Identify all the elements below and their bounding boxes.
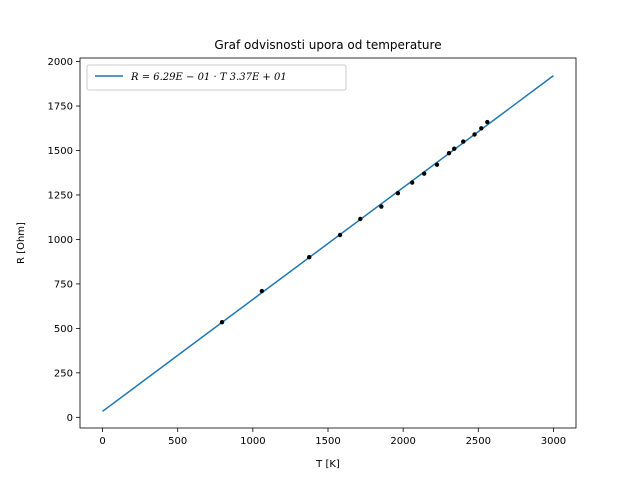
x-axis: 0 500 1000 1500 2000 2500 3000 [99, 428, 566, 447]
y-tick-label: 1250 [48, 190, 73, 201]
x-axis-label: T [K] [315, 459, 340, 470]
x-tick-label: 3000 [541, 436, 566, 447]
y-tick-label: 1750 [48, 102, 73, 113]
chart-title: Graf odvisnosti upora od temperature [214, 38, 441, 52]
data-point [434, 162, 440, 167]
data-point [479, 126, 484, 131]
data-point [409, 180, 415, 185]
legend-frame [86, 64, 347, 91]
data-point [337, 232, 343, 238]
data-point [307, 255, 312, 260]
y-tick-label: 250 [54, 368, 73, 379]
y-tick-label: 500 [54, 324, 73, 335]
data-point [485, 119, 490, 125]
data-point [461, 139, 466, 144]
y-tick-label: 750 [54, 279, 73, 290]
data-point [421, 171, 427, 176]
y-tick-label: 1500 [48, 146, 73, 157]
y-tick-label: 1000 [48, 235, 73, 246]
data-point [452, 146, 457, 151]
x-tick-label: 2000 [390, 436, 415, 447]
data-point [379, 204, 384, 209]
x-tick-label: 2500 [466, 436, 491, 447]
x-tick-label: 1500 [315, 436, 340, 447]
plot-area [102, 75, 554, 412]
y-tick-label: 0 [67, 413, 73, 424]
data-point [395, 190, 401, 196]
legend: R = 6.29E − 01 · T 3.37E + 01 [86, 64, 347, 91]
x-tick-label: 500 [168, 436, 187, 447]
data-point [446, 150, 452, 156]
x-tick-label: 0 [99, 436, 105, 447]
legend-label: R = 6.29E − 01 · T 3.37E + 01 [130, 72, 287, 83]
y-axis-label: R [Ohm] [16, 222, 27, 264]
data-point [219, 319, 225, 325]
data-point [472, 132, 477, 137]
data-point [259, 288, 265, 294]
data-point [358, 216, 363, 222]
fit-line [102, 75, 554, 412]
x-tick-label: 1000 [240, 436, 265, 447]
y-tick-label: 2000 [48, 57, 73, 68]
y-axis: 0 250 500 750 1000 1250 1500 1750 2000 [48, 57, 80, 424]
